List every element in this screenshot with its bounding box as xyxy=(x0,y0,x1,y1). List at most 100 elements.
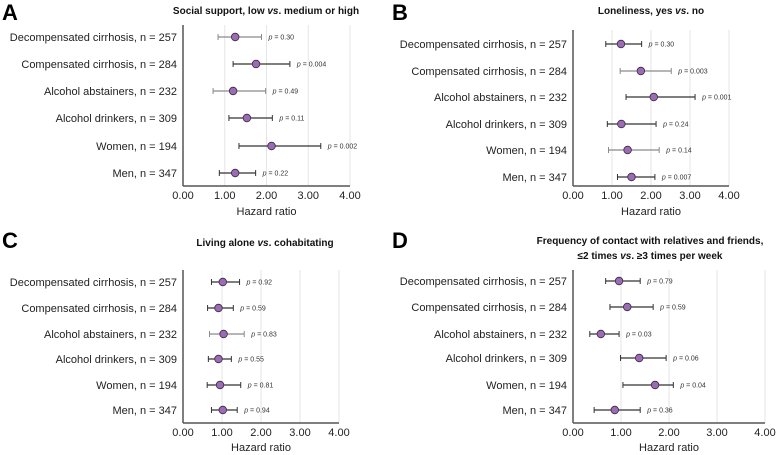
hazard-ratio-point xyxy=(623,145,632,155)
hazard-ratio-point xyxy=(627,172,636,182)
p-value-number: = 0.49 xyxy=(277,89,299,96)
hazard-ratio-point xyxy=(214,303,223,313)
x-tick-label: 3.00 xyxy=(298,190,319,202)
p-value-number: = 0.03 xyxy=(630,332,652,339)
panel-letter: C xyxy=(2,228,18,253)
p-symbol: p xyxy=(327,144,332,151)
row-label: Compensated cirrhosis, n = 284 xyxy=(21,59,177,71)
row-label: Compensated cirrhosis, n = 284 xyxy=(21,303,177,315)
p-value-number: = 0.59 xyxy=(664,305,686,312)
p-value: p = 0.007 xyxy=(661,175,692,182)
hazard-ratio-point xyxy=(636,66,646,76)
hazard-ratio-point xyxy=(614,276,624,286)
hazard-ratio-point xyxy=(228,86,238,96)
p-symbol: p xyxy=(272,89,277,96)
hazard-ratio-point xyxy=(219,329,228,339)
p-value: p = 0.94 xyxy=(243,408,270,415)
hazard-ratio-point xyxy=(251,59,261,69)
p-symbol: p xyxy=(237,357,242,364)
p-value: p = 0.55 xyxy=(237,357,264,364)
row-label: Decompensated cirrhosis, n = 257 xyxy=(400,39,567,51)
panel-title-line2-part: ≤2 times xyxy=(578,251,621,262)
x-tick-label: 2.00 xyxy=(640,190,661,202)
row-label: Women, n = 194 xyxy=(96,380,177,392)
hazard-ratio-point xyxy=(215,380,225,390)
p-value-number: = 0.36 xyxy=(651,408,673,415)
panel-title-part: . medium or high xyxy=(279,6,360,17)
row-label: Women, n = 194 xyxy=(486,380,567,392)
row-label: Women, n = 194 xyxy=(486,145,567,157)
panel-title-line2: ≤2 times vs. ≥3 times per week xyxy=(578,251,723,262)
row-label: Alcohol abstainers, n = 232 xyxy=(434,329,567,341)
panel-letter: B xyxy=(392,0,408,25)
x-tick-label: 0.00 xyxy=(562,190,583,202)
p-value-number: = 0.22 xyxy=(267,171,289,178)
p-value: p = 0.59 xyxy=(239,306,266,313)
p-symbol: p xyxy=(679,383,684,390)
row-label: Decompensated cirrhosis, n = 257 xyxy=(10,32,177,44)
p-value: p = 0.003 xyxy=(677,69,708,76)
p-symbol: p xyxy=(677,69,682,76)
p-symbol: p xyxy=(247,383,252,390)
p-symbol: p xyxy=(646,408,651,415)
hazard-ratio-point xyxy=(218,277,227,287)
row-label: Alcohol abstainers, n = 232 xyxy=(434,92,567,104)
p-value: p = 0.81 xyxy=(247,383,274,390)
x-tick-label: 2.00 xyxy=(250,427,271,439)
row-label: Compensated cirrhosis, n = 284 xyxy=(411,66,567,78)
p-value: p = 0.36 xyxy=(646,408,673,415)
p-symbol: p xyxy=(625,332,630,339)
x-tick-label: 4.00 xyxy=(339,190,360,202)
p-value: p = 0.59 xyxy=(659,305,686,312)
p-symbol: p xyxy=(262,171,267,178)
p-value: p = 0.92 xyxy=(246,280,273,287)
row-label: Men, n = 347 xyxy=(112,405,177,417)
p-value-number: = 0.30 xyxy=(272,35,294,42)
p-symbol: p xyxy=(646,279,651,286)
p-value: p = 0.03 xyxy=(625,332,652,339)
row-label: Compensated cirrhosis, n = 284 xyxy=(411,302,567,314)
hazard-ratio-point xyxy=(230,168,240,178)
hazard-ratio-point xyxy=(623,302,632,312)
panel-title-part: Loneliness, yes xyxy=(598,6,675,17)
p-value: p = 0.30 xyxy=(648,42,675,49)
row-label: Alcohol drinkers, n = 309 xyxy=(446,119,567,131)
p-value: p = 0.24 xyxy=(662,122,689,129)
panel-c: C Living alone vs. cohabitating 0.00 1.00 2.… xyxy=(2,228,350,454)
p-symbol: p xyxy=(659,305,664,312)
p-value: p = 0.002 xyxy=(327,144,358,151)
p-symbol: p xyxy=(701,95,706,102)
p-value-number: = 0.79 xyxy=(651,279,673,286)
p-value-number: = 0.92 xyxy=(250,280,272,287)
p-value-number: = 0.55 xyxy=(242,357,264,364)
row-label: Decompensated cirrhosis, n = 257 xyxy=(10,277,177,289)
panel-title-line2-part: . ≥3 times per week xyxy=(631,251,723,262)
hazard-ratio-point xyxy=(650,380,660,390)
row-label: Men, n = 347 xyxy=(502,172,567,184)
x-axis-label: Hazard ratio xyxy=(237,206,297,218)
p-value: p = 0.49 xyxy=(272,89,299,96)
x-axis-label: Hazard ratio xyxy=(639,442,699,454)
hazard-ratio-point xyxy=(267,141,276,151)
row-label: Alcohol drinkers, n = 309 xyxy=(446,353,567,365)
p-value-number: = 0.04 xyxy=(684,383,706,390)
p-value: p = 0.11 xyxy=(278,116,304,123)
x-tick-label: 4.00 xyxy=(718,190,739,202)
x-tick-label: 2.00 xyxy=(658,427,679,439)
p-value: p = 0.04 xyxy=(679,383,706,390)
p-value-number: = 0.59 xyxy=(244,306,266,313)
p-symbol: p xyxy=(648,42,653,49)
x-tick-label: 1.00 xyxy=(211,427,232,439)
x-tick-label: 0.00 xyxy=(172,190,193,202)
panel-title-part: vs xyxy=(675,6,687,17)
p-value-number: = 0.001 xyxy=(706,95,732,102)
p-value-number: = 0.83 xyxy=(255,332,277,339)
p-symbol: p xyxy=(239,306,244,313)
p-value: p = 0.001 xyxy=(701,95,732,102)
p-symbol: p xyxy=(250,332,255,339)
panel-title: Social support, low vs. medium or high xyxy=(173,6,359,17)
row-label: Alcohol drinkers, n = 309 xyxy=(56,354,177,366)
p-value-number: = 0.06 xyxy=(677,356,699,363)
x-axis-label: Hazard ratio xyxy=(621,206,681,218)
